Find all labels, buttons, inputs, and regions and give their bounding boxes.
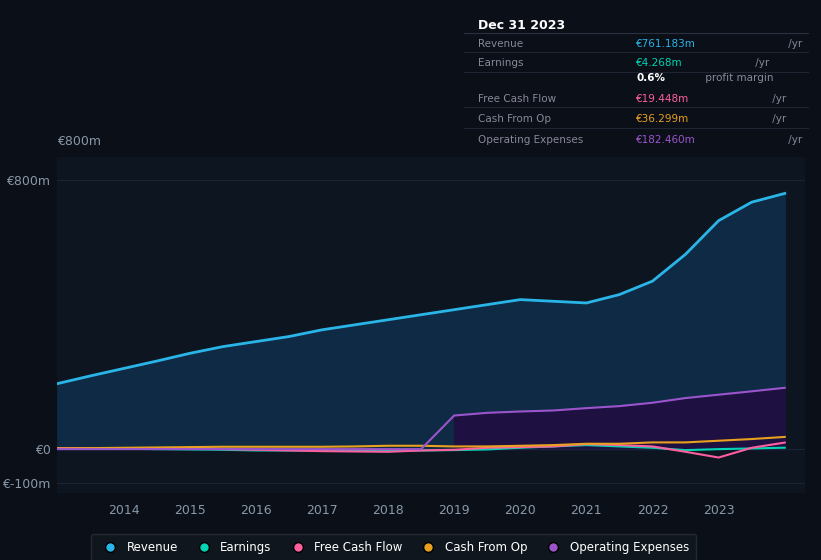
Text: Free Cash Flow: Free Cash Flow — [478, 94, 556, 104]
Text: €4.268m: €4.268m — [636, 58, 683, 68]
Text: /yr: /yr — [768, 114, 786, 124]
Text: Operating Expenses: Operating Expenses — [478, 135, 583, 144]
Text: /yr: /yr — [785, 39, 802, 49]
Text: €19.448m: €19.448m — [636, 94, 690, 104]
Text: Cash From Op: Cash From Op — [478, 114, 551, 124]
Text: 0.6%: 0.6% — [636, 73, 665, 83]
Legend: Revenue, Earnings, Free Cash Flow, Cash From Op, Operating Expenses: Revenue, Earnings, Free Cash Flow, Cash … — [91, 534, 696, 560]
Text: /yr: /yr — [768, 94, 786, 104]
Text: profit margin: profit margin — [703, 73, 774, 83]
Text: Revenue: Revenue — [478, 39, 523, 49]
Text: /yr: /yr — [752, 58, 769, 68]
Text: €761.183m: €761.183m — [636, 39, 696, 49]
Text: €800m: €800m — [57, 136, 102, 148]
Text: /yr: /yr — [785, 135, 802, 144]
Text: €36.299m: €36.299m — [636, 114, 690, 124]
Text: Earnings: Earnings — [478, 58, 523, 68]
Text: Dec 31 2023: Dec 31 2023 — [478, 20, 565, 32]
Text: €182.460m: €182.460m — [636, 135, 696, 144]
